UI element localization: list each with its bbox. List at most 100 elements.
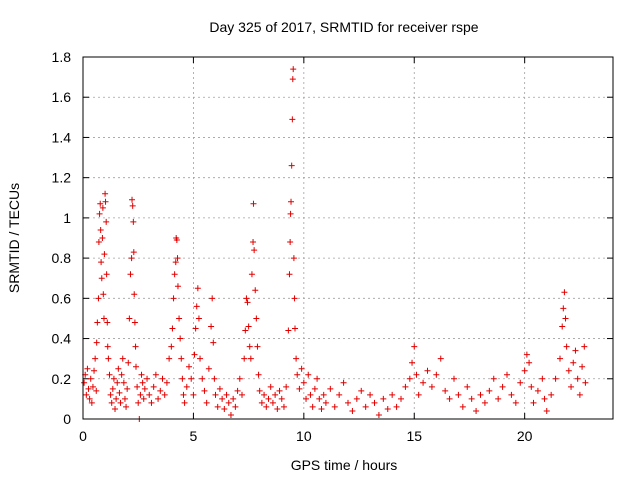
data-point [530,399,537,406]
data-point [409,359,416,366]
data-point [490,375,497,382]
data-point [288,162,295,169]
data-point [393,403,400,410]
data-point [197,355,204,362]
data-point [230,395,237,402]
data-point [129,202,136,209]
data-point [560,305,567,312]
data-point [512,399,519,406]
data-point [263,403,270,410]
data-point [250,200,257,207]
x-tick-label: 10 [296,428,312,444]
data-point [132,343,139,350]
y-tick-label: 0.6 [52,290,72,306]
data-point [367,391,374,398]
data-point [389,391,396,398]
data-point [172,259,179,266]
data-point [191,351,198,358]
y-tick-label: 1.8 [52,49,72,65]
data-point [398,395,404,402]
data-point [100,291,107,298]
data-point [126,315,133,322]
data-point [148,399,155,406]
data-point [129,196,136,203]
data-point [130,218,137,225]
data-point [451,375,457,382]
data-point [186,363,192,370]
data-point [146,391,153,398]
data-point [296,385,303,392]
data-point [163,379,170,386]
data-point [140,395,147,402]
y-tick-label: 1.6 [52,89,72,105]
data-point [468,395,475,402]
data-point [562,315,569,322]
data-point [210,339,217,346]
data-point [161,391,168,398]
data-point [179,375,186,382]
data-point [314,375,321,382]
y-tick-label: 0.4 [52,331,72,347]
data-point [245,323,252,330]
data-point [248,271,255,278]
data-point [103,218,110,225]
data-point [104,319,111,326]
data-point [208,323,215,330]
data-point [109,385,116,392]
data-point [568,383,575,390]
data-point [287,210,294,217]
data-point [446,395,453,402]
data-point [557,355,563,362]
data-point [526,359,533,366]
data-point [371,399,378,406]
data-point [285,327,292,334]
data-point [223,391,230,398]
data-point [219,395,226,402]
data-point [345,399,351,406]
data-point [455,391,462,398]
data-point [120,379,127,386]
data-point [442,387,449,394]
data-point [411,343,418,350]
x-tick-label: 15 [406,428,422,444]
data-point [152,371,159,378]
data-point [267,383,274,390]
grid-lines [83,57,613,419]
data-point [499,383,506,390]
data-point [137,391,144,398]
data-point [194,285,201,292]
data-point [88,399,95,406]
data-point [125,359,132,366]
data-point [362,403,369,410]
data-point [192,325,199,332]
y-axis-label: SRMTID / TECUs [6,183,22,293]
data-point [336,391,343,398]
data-point [565,367,572,374]
data-point [291,295,298,302]
data-point [570,359,577,366]
data-point [309,403,316,410]
data-point [289,116,296,123]
data-point [413,371,420,378]
data-point [288,198,295,205]
data-point [108,399,115,406]
data-point [290,255,297,262]
data-point [541,395,548,402]
data-point [269,399,276,406]
data-point [521,367,528,374]
data-point [190,391,197,398]
data-point [159,375,166,382]
data-point [97,200,104,207]
data-point [286,271,293,278]
data-point [214,403,221,410]
data-point [119,355,126,362]
data-point [280,403,287,410]
data-point [420,379,427,386]
data-point [134,383,141,390]
data-point [91,367,98,374]
data-point [113,395,120,402]
data-point [247,355,254,362]
data-point [95,295,102,302]
data-point [548,391,555,398]
data-point [174,283,181,290]
